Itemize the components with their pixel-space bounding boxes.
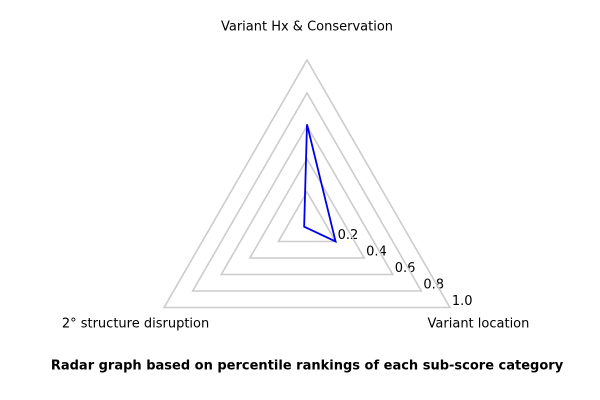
grid-line [219,124,395,276]
axis-label: Variant location [428,317,530,332]
grid-line [248,157,366,259]
chart-title: Radar graph based on percentile rankings… [51,359,564,374]
data-line [303,124,337,244]
grid-line [277,190,337,243]
axis-label: Variant Hx & Conservation [221,20,393,35]
axis-label: 2° structure disruption [62,317,209,332]
grid-line [162,58,452,309]
grid-line [191,91,423,292]
r-tick-label: 1.0 [452,294,473,309]
